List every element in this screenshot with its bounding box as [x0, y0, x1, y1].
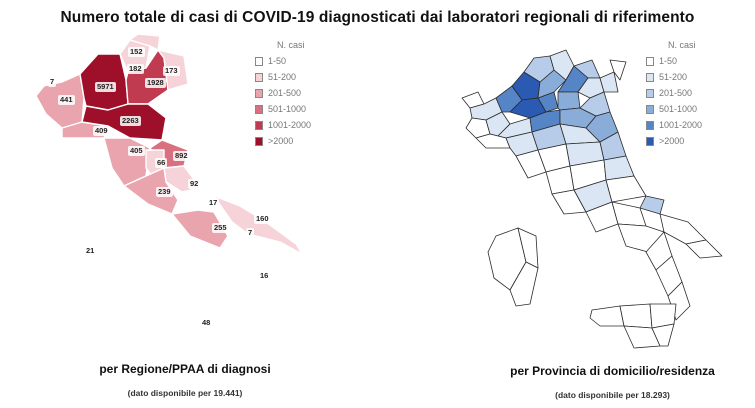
value-label-piemonte: 441: [58, 95, 75, 105]
legend-swatch: [646, 56, 654, 66]
value-label-calabria: 16: [258, 271, 271, 281]
legend-swatch: [255, 104, 263, 114]
left-legend-title: N. casi: [277, 40, 305, 50]
right-legend-title: N. casi: [668, 40, 696, 50]
value-label-umbria: 66: [155, 158, 168, 168]
province-area: [609, 59, 627, 81]
value-label-toscana: 405: [128, 146, 145, 156]
value-label-sardegna: 21: [84, 246, 97, 256]
left-legend-item: 51-200: [255, 69, 311, 85]
legend-swatch: [646, 136, 654, 146]
left-legend-item: 501-1000: [255, 101, 311, 117]
province-area: [557, 91, 581, 111]
value-label-emilia-romagna: 2263: [120, 116, 141, 126]
region-calabria: [237, 249, 271, 317]
legend-label: 1-50: [268, 56, 287, 66]
province-area: [509, 261, 539, 307]
legend-label: >2000: [268, 136, 294, 146]
right-legend-item: 501-1000: [646, 101, 702, 117]
left-legend-item: 201-500: [255, 85, 311, 101]
legend-swatch: [255, 72, 263, 82]
legend-swatch: [255, 56, 263, 66]
value-label-lazio: 239: [156, 187, 173, 197]
value-label-alto-adige: 152: [128, 47, 145, 57]
value-label-friuli: 173: [163, 66, 180, 76]
left-legend-item: 1001-2000: [255, 117, 311, 133]
legend-swatch: [255, 136, 263, 146]
right-legend-item: 1-50: [646, 53, 702, 69]
page-title: Numero totale di casi di COVID-19 diagno…: [60, 9, 695, 26]
province-area: [685, 239, 723, 259]
right-legend-item: 51-200: [646, 69, 702, 85]
legend-swatch: [646, 88, 654, 98]
legend-swatch: [646, 104, 654, 114]
province-area: [639, 195, 665, 215]
right-caption: per Provincia di domicilio/residenza: [510, 364, 715, 378]
legend-swatch: [646, 72, 654, 82]
left-legend-item: >2000: [255, 133, 311, 149]
legend-swatch: [255, 88, 263, 98]
right-subcaption: (dato disponibile per 18.293): [555, 390, 670, 400]
left-legend: N. casi 1-50 51-200 201-500 501-1000 100…: [255, 40, 311, 149]
right-legend-item: 201-500: [646, 85, 702, 101]
legend-swatch: [646, 120, 654, 130]
legend-label: >2000: [659, 136, 685, 146]
legend-label: 201-500: [268, 88, 302, 98]
value-label-puglia: 160: [254, 214, 271, 224]
legend-label: 1-50: [659, 56, 678, 66]
value-label-basilicata: 7: [246, 228, 255, 238]
value-label-molise: 17: [207, 198, 220, 208]
value-label-lombardia: 5971: [95, 82, 116, 92]
legend-label: 1001-2000: [659, 120, 703, 130]
right-legend: N. casi 1-50 51-200 201-500 501-1000 100…: [646, 40, 702, 149]
value-label-valle-d-aosta: 7: [48, 77, 57, 87]
province-area: [619, 303, 653, 329]
value-label-marche: 892: [173, 151, 190, 161]
region-alto-adige: [129, 33, 161, 51]
region-sardegna: [63, 219, 105, 305]
legend-label: 501-1000: [659, 104, 698, 114]
right-legend-item: 1001-2000: [646, 117, 702, 133]
value-label-trentino: 182: [127, 64, 144, 74]
value-label-campania: 255: [212, 223, 229, 233]
legend-label: 501-1000: [268, 104, 307, 114]
value-label-abruzzo: 92: [188, 179, 201, 189]
legend-label: 51-200: [268, 72, 297, 82]
value-label-veneto: 1928: [145, 78, 166, 88]
province-area: [579, 91, 611, 117]
value-label-liguria: 409: [93, 126, 110, 136]
legend-label: 51-200: [659, 72, 688, 82]
left-legend-item: 1-50: [255, 53, 311, 69]
province-area: [605, 175, 647, 203]
province-area: [589, 305, 625, 327]
left-subcaption: (dato disponibile per 19.441): [127, 388, 243, 398]
province-area: [599, 71, 619, 93]
province-area: [651, 323, 675, 347]
right-legend-item: >2000: [646, 133, 702, 149]
value-label-sicilia: 48: [200, 318, 213, 328]
legend-swatch: [255, 120, 263, 130]
legend-label: 1001-2000: [268, 120, 312, 130]
legend-label: 201-500: [659, 88, 693, 98]
left-caption: per Regione/PPAA di diagnosi: [99, 362, 271, 376]
